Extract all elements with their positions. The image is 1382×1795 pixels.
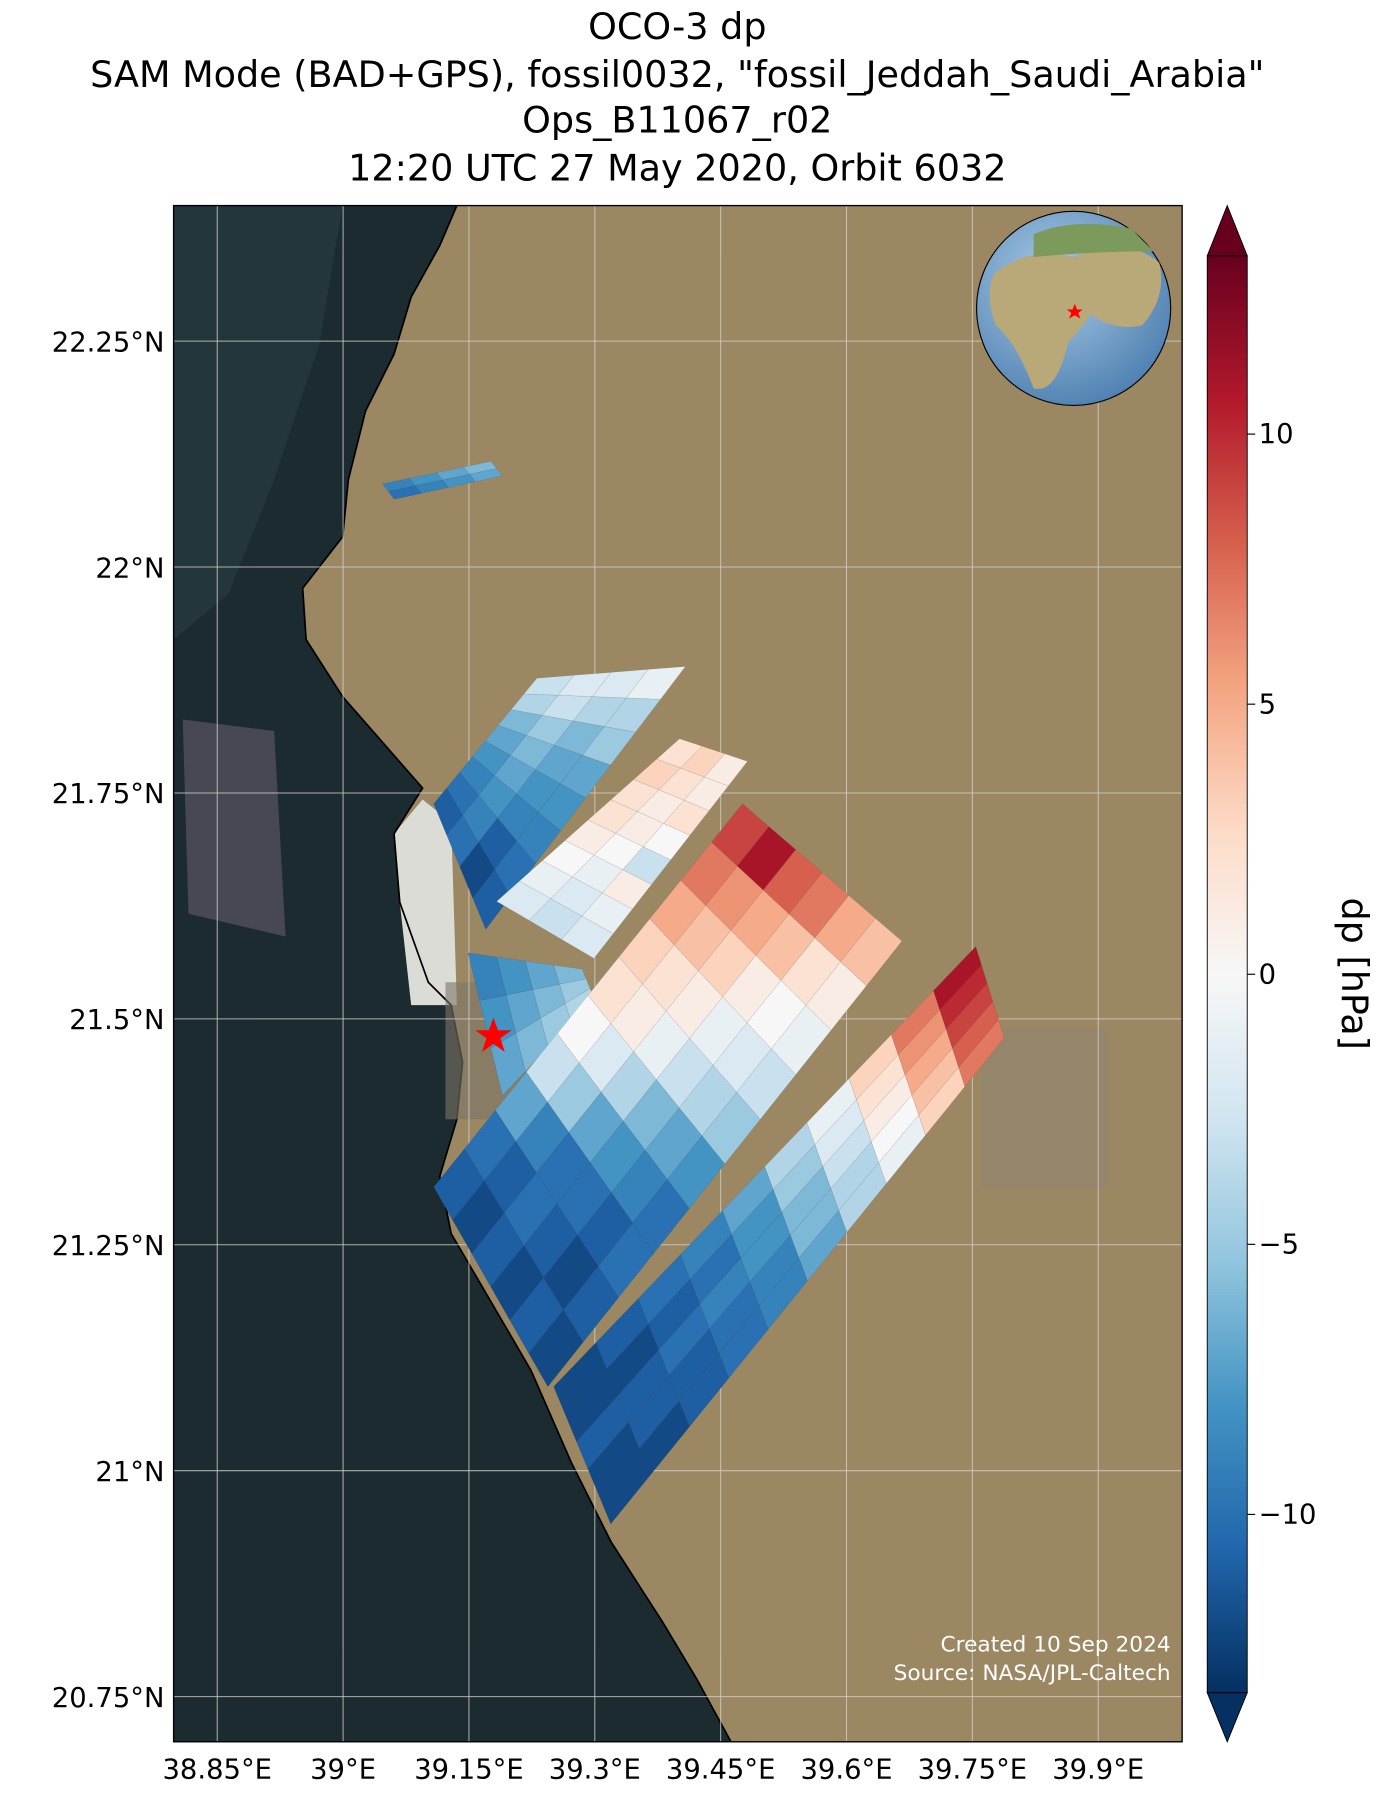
y-tick-label: 22.25°N <box>52 327 165 358</box>
y-tick-label: 22°N <box>95 553 164 584</box>
x-tick-label: 39.9°E <box>1052 1754 1144 1785</box>
sounding <box>625 666 686 700</box>
title-line: Ops_B11067_r02 <box>522 98 832 141</box>
sounding <box>958 1019 1005 1087</box>
sounding <box>704 753 748 787</box>
coastline <box>301 205 732 1742</box>
title-line: SAM Mode (BAD+GPS), fossil0032, "fossil_… <box>90 53 1264 96</box>
globe-star <box>1066 303 1083 319</box>
colorbar-tick-label: 5 <box>1259 689 1276 720</box>
sounding <box>840 917 903 987</box>
x-tick-label: 38.85°E <box>162 1754 271 1785</box>
y-tick-label: 21.25°N <box>52 1231 165 1262</box>
shallow-sea <box>173 205 343 640</box>
colorbar-label: dp [hPa] <box>1333 897 1376 1049</box>
y-tick-label: 20.75°N <box>52 1683 165 1714</box>
globe-land <box>989 246 1162 389</box>
inset-globe <box>975 210 1172 407</box>
colorbar-extend-max <box>1206 204 1248 257</box>
x-tick-label: 39°E <box>310 1754 376 1785</box>
colorbar-extend-min <box>1206 1692 1248 1743</box>
map-frame <box>172 204 1183 1743</box>
y-tick-label: 21°N <box>95 1457 164 1488</box>
colorbar-tick-label: −5 <box>1259 1229 1299 1260</box>
x-tick-label: 39.6°E <box>800 1754 892 1785</box>
imagery-patch <box>182 719 286 937</box>
city <box>982 1027 1108 1188</box>
axes-ticks: 38.85°E 39°E 39.15°E 39.3°E 39.45°E 39.6°E 39.… <box>52 327 1144 1785</box>
colorbar: 10 5 0 −5 −10 dp [hPa] <box>1206 204 1376 1743</box>
x-tick-label: 39.45°E <box>666 1754 775 1785</box>
title-line: OCO-3 dp <box>588 5 766 48</box>
colorbar-body <box>1206 255 1248 1694</box>
colorbar-tick-label: 10 <box>1259 419 1294 450</box>
title-line: 12:20 UTC 27 May 2020, Orbit 6032 <box>348 146 1006 189</box>
soundings <box>382 461 1005 1525</box>
x-tick-label: 39.3°E <box>549 1754 641 1785</box>
colorbar-tick-label: −10 <box>1259 1500 1317 1531</box>
x-tick-label: 39.15°E <box>414 1754 523 1785</box>
site-star <box>475 1017 512 1052</box>
sea <box>173 205 731 1742</box>
y-tick-label: 21.5°N <box>69 1005 164 1036</box>
colorbar-tick-label: 0 <box>1259 959 1276 990</box>
y-tick-label: 21.75°N <box>52 779 165 810</box>
sounding <box>469 468 503 482</box>
x-tick-label: 39.75°E <box>918 1754 1027 1785</box>
credit: Created 10 Sep 2024 <box>941 1633 1171 1658</box>
credit: Source: NASA/JPL-Caltech <box>894 1661 1171 1686</box>
sand-flat <box>394 799 457 1006</box>
globe-land <box>1033 223 1154 257</box>
map-area <box>173 205 1183 1742</box>
